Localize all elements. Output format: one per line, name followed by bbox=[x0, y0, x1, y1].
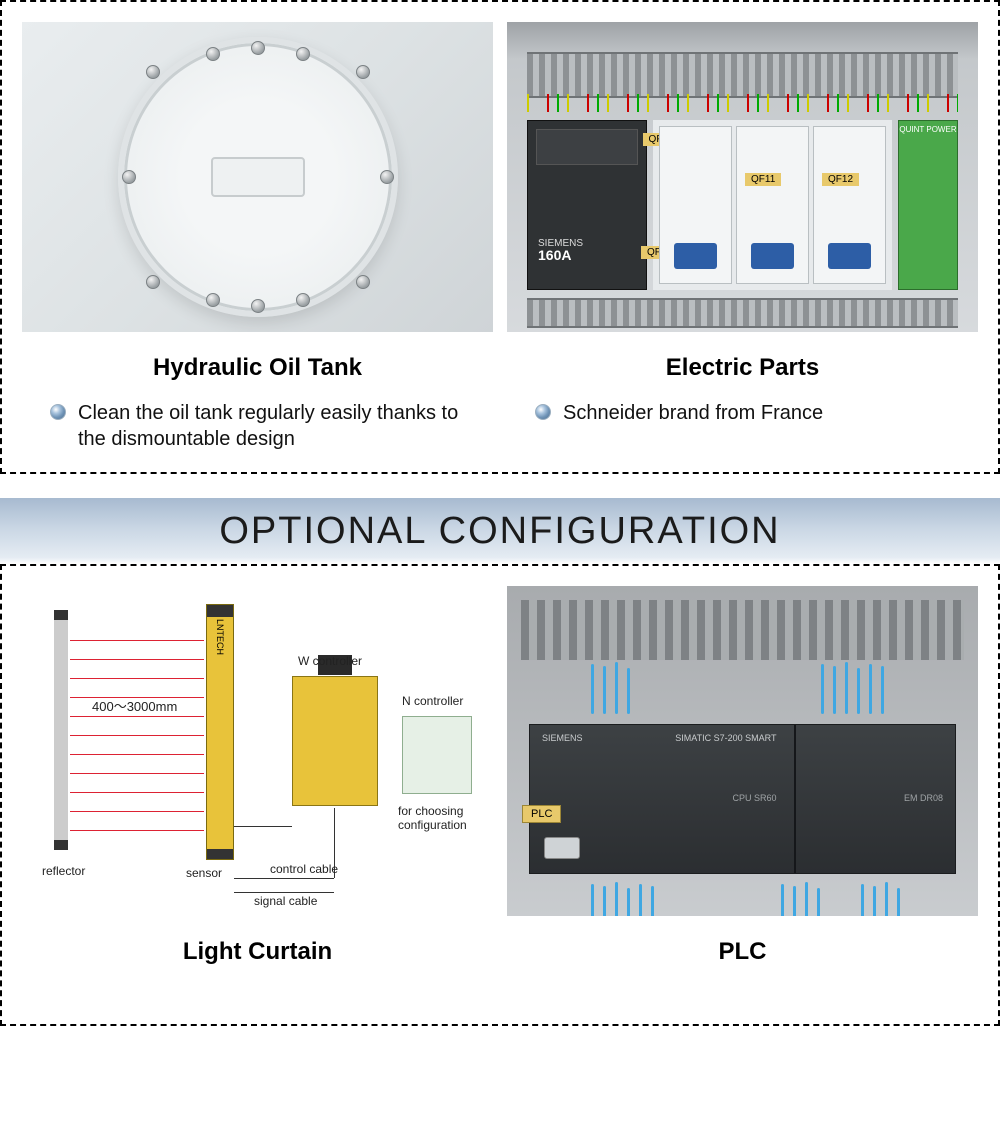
breaker-amp: 160A bbox=[538, 247, 571, 263]
main-breaker: QF0 QF10 SIEMENS 160A bbox=[527, 120, 647, 290]
label-control-cable: control cable bbox=[270, 862, 338, 876]
card-title: PLC bbox=[507, 938, 978, 966]
card-title: Hydraulic Oil Tank bbox=[22, 354, 493, 382]
plc-image: SIEMENS SIMATIC S7-200 SMART CPU SR60 EM… bbox=[507, 586, 978, 916]
tank-ring bbox=[118, 37, 398, 317]
mcb-3: QF12 bbox=[813, 126, 886, 284]
wires bbox=[527, 94, 958, 112]
label-reflector: reflector bbox=[42, 864, 85, 878]
bullet-icon bbox=[50, 404, 66, 420]
tag-qf12: QF12 bbox=[822, 173, 859, 186]
top-group: Hydraulic Oil Tank Clean the oil tank re… bbox=[0, 0, 1000, 474]
card-light-curtain: LNTECH 400～3000mm reflector sensor W con… bbox=[22, 586, 493, 984]
label-signal-cable: signal cable bbox=[254, 894, 317, 908]
section-banner-title: OPTIONAL CONFIGURATION bbox=[219, 510, 780, 553]
plc-port bbox=[544, 837, 580, 859]
bullet-text: Schneider brand from France bbox=[563, 400, 823, 426]
card-electric-parts: QF0 QF10 SIEMENS 160A QF11 QF12 bbox=[507, 22, 978, 452]
plc-model: SIMATIC S7-200 SMART bbox=[675, 733, 776, 743]
cable-duct-bottom bbox=[527, 298, 958, 328]
section-banner: OPTIONAL CONFIGURATION bbox=[0, 498, 1000, 564]
label-n-controller: N controller bbox=[402, 694, 463, 708]
cable-duct-top bbox=[527, 52, 958, 98]
label-sensor: sensor bbox=[186, 866, 222, 880]
n-controller bbox=[402, 716, 472, 794]
label-for-choosing: for choosing configuration bbox=[398, 804, 488, 833]
label-range: 400～3000mm bbox=[92, 696, 177, 715]
beam-area: LNTECH bbox=[54, 610, 234, 850]
light-curtain-image: LNTECH 400～3000mm reflector sensor W con… bbox=[22, 586, 493, 916]
plc-cpu: CPU SR60 bbox=[732, 793, 776, 803]
plc-brand: SIEMENS bbox=[542, 733, 583, 743]
bullet-icon bbox=[535, 404, 551, 420]
plc-ext: EM DR08 bbox=[904, 793, 943, 803]
mcb-2: QF11 bbox=[736, 126, 809, 284]
electric-parts-image: QF0 QF10 SIEMENS 160A QF11 QF12 bbox=[507, 22, 978, 332]
plc-bottom-cables bbox=[521, 884, 964, 916]
tag-qf11: QF11 bbox=[745, 173, 781, 186]
plc-top-cables bbox=[521, 660, 964, 714]
plc-duct-top bbox=[521, 600, 964, 660]
plc-module: SIEMENS SIMATIC S7-200 SMART CPU SR60 EM… bbox=[529, 724, 956, 874]
reflector-bar bbox=[54, 610, 68, 850]
plc-tag: PLC bbox=[522, 805, 561, 823]
card-title: Light Curtain bbox=[22, 938, 493, 966]
hydraulic-tank-image bbox=[22, 22, 493, 332]
card-title: Electric Parts bbox=[507, 354, 978, 382]
psu-label: QUINT POWER bbox=[899, 125, 957, 134]
mcb-group: QF11 QF12 bbox=[653, 120, 892, 290]
bottom-group: LNTECH 400～3000mm reflector sensor W con… bbox=[0, 564, 1000, 1026]
sensor-bar: LNTECH bbox=[206, 604, 234, 860]
label-w-controller: W controller bbox=[298, 654, 362, 668]
bottom-row: LNTECH 400～3000mm reflector sensor W con… bbox=[22, 586, 978, 984]
bullet-row: Clean the oil tank regularly easily than… bbox=[22, 400, 493, 452]
card-hydraulic-tank: Hydraulic Oil Tank Clean the oil tank re… bbox=[22, 22, 493, 452]
mcb-1 bbox=[659, 126, 732, 284]
top-row: Hydraulic Oil Tank Clean the oil tank re… bbox=[22, 22, 978, 452]
panel-row: QF0 QF10 SIEMENS 160A QF11 QF12 bbox=[527, 120, 958, 290]
beam-lines bbox=[70, 622, 204, 838]
bullet-row: Schneider brand from France bbox=[507, 400, 978, 426]
card-plc: SIEMENS SIMATIC S7-200 SMART CPU SR60 EM… bbox=[507, 586, 978, 984]
w-controller bbox=[292, 676, 378, 806]
plc-seam bbox=[794, 725, 796, 873]
bullet-text: Clean the oil tank regularly easily than… bbox=[78, 400, 473, 452]
power-supply: QUINT POWER bbox=[898, 120, 958, 290]
sensor-brand: LNTECH bbox=[215, 619, 225, 655]
